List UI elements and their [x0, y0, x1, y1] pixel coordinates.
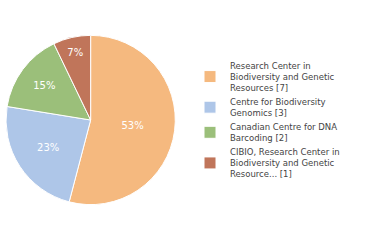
svg-text:15%: 15% — [33, 80, 55, 91]
svg-text:53%: 53% — [121, 120, 143, 131]
svg-text:Research Center inBiodiversity: Research Center inBiodiversity and Genet… — [230, 61, 335, 93]
svg-text:7%: 7% — [67, 47, 83, 58]
svg-text:Canadian Centre for DNABarcodi: Canadian Centre for DNABarcoding [2] — [230, 122, 337, 143]
svg-text:23%: 23% — [37, 142, 59, 153]
svg-text:CIBIO, Research Center inBiodi: CIBIO, Research Center inBiodiversity an… — [230, 147, 340, 179]
svg-text:Centre for BiodiversityGenomic: Centre for BiodiversityGenomics [3] — [230, 97, 326, 118]
